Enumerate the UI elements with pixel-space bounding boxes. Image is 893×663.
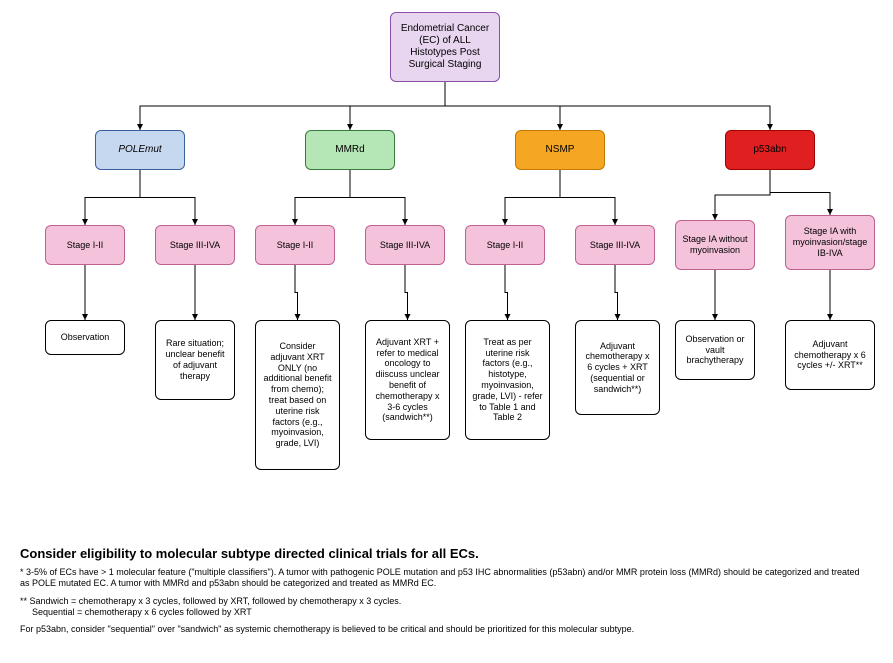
node-mmrd_s12_out: Consider adjuvant XRT ONLY (no additiona… [255, 320, 340, 470]
node-nsmp_s34: Stage III-IVA [575, 225, 655, 265]
node-nsmp_s12: Stage I-II [465, 225, 545, 265]
node-pole_s12_out: Observation [45, 320, 125, 355]
footer-note-2b: Sequential = chemotherapy x 6 cycles fol… [32, 607, 870, 618]
footer-heading: Consider eligibility to molecular subtyp… [20, 546, 870, 561]
node-pole_s12: Stage I-II [45, 225, 125, 265]
node-nsmp: NSMP [515, 130, 605, 170]
node-pole_s34_out: Rare situation; unclear benefit of adjuv… [155, 320, 235, 400]
node-mmrd_s34: Stage III-IVA [365, 225, 445, 265]
node-mmrd: MMRd [305, 130, 395, 170]
node-mmrd_s12: Stage I-II [255, 225, 335, 265]
footer-note-3: For p53abn, consider "sequential" over "… [20, 624, 870, 635]
node-p53_s1b_out: Adjuvant chemotherapy x 6 cycles +/- XRT… [785, 320, 875, 390]
node-pole: POLEmut [95, 130, 185, 170]
node-p53_s1a: Stage IA without myoinvasion [675, 220, 755, 270]
node-nsmp_s12_out: Treat as per uterine risk factors (e.g.,… [465, 320, 550, 440]
footer-note-1: * 3-5% of ECs have > 1 molecular feature… [20, 567, 870, 590]
node-root: Endometrial Cancer (EC) of ALL Histotype… [390, 12, 500, 82]
node-p53_s1b: Stage IA with myoinvasion/stage IB-IVA [785, 215, 875, 270]
node-pole_s34: Stage III-IVA [155, 225, 235, 265]
node-p53_s1a_out: Observation or vault brachytherapy [675, 320, 755, 380]
footer: Consider eligibility to molecular subtyp… [20, 546, 870, 635]
node-nsmp_s34_out: Adjuvant chemotherapy x 6 cycles + XRT (… [575, 320, 660, 415]
footer-note-2a: ** Sandwich = chemotherapy x 3 cycles, f… [20, 596, 870, 607]
node-p53: p53abn [725, 130, 815, 170]
node-mmrd_s34_out: Adjuvant XRT + refer to medical oncology… [365, 320, 450, 440]
